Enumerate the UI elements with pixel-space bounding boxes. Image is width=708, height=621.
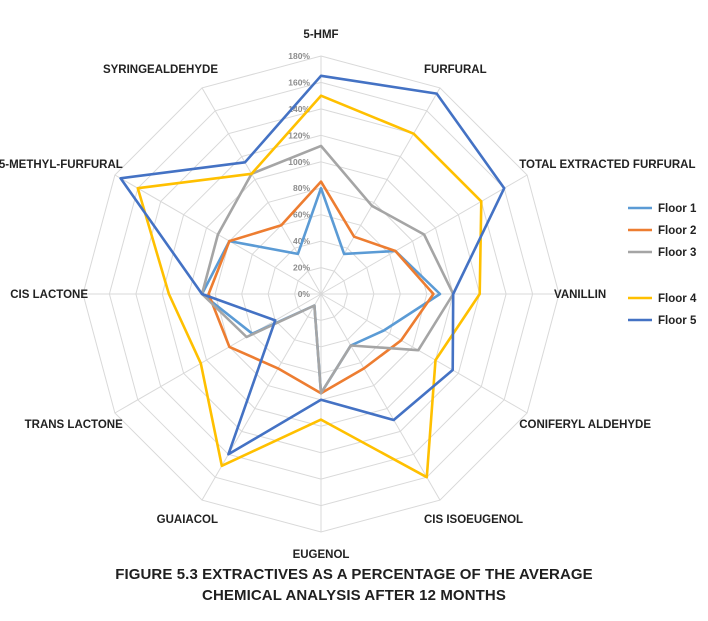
figure-caption-line-2: CHEMICAL ANALYSIS AFTER 12 MONTHS <box>202 587 506 604</box>
category-label: FURFURAL <box>424 64 487 76</box>
category-label: SYRINGEALDEHYDE <box>103 64 218 76</box>
tick-label: 160% <box>288 77 310 87</box>
grid-spoke <box>201 87 322 295</box>
legend: Floor 1 Floor 2 Floor 3 Floor 4 Floor 5 <box>628 203 697 327</box>
series-lines <box>119 74 506 479</box>
tick-label: 60% <box>293 210 310 220</box>
tick-label: 80% <box>293 183 310 193</box>
tick-label: 100% <box>288 157 310 167</box>
series-line-floor-5 <box>119 74 506 456</box>
tick-label: 20% <box>293 263 310 273</box>
radar-grid <box>82 55 560 533</box>
category-label: 5-HMF <box>303 29 338 41</box>
legend-label: Floor 2 <box>658 225 696 237</box>
grid-spoke <box>320 293 441 501</box>
legend-label: Floor 4 <box>658 293 697 305</box>
tick-label: 0% <box>298 289 311 299</box>
series-line-floor-3 <box>200 144 455 395</box>
category-label: EUGENOL <box>293 549 350 561</box>
grid-spoke <box>320 87 441 295</box>
legend-label: Floor 3 <box>658 247 696 259</box>
tick-label: 120% <box>288 130 310 140</box>
category-label: CIS ISOEUGENOL <box>424 514 523 526</box>
tick-label: 140% <box>288 104 310 114</box>
category-label: VANILLIN <box>554 289 606 301</box>
grid-spoke <box>320 293 528 414</box>
grid-spoke <box>114 293 322 414</box>
category-label: TRANS LACTONE <box>25 419 124 431</box>
category-labels: 5-HMF FURFURAL TOTAL EXTRACTED FURFURAL VAN… <box>0 29 696 561</box>
category-label: CIS LACTONE <box>10 289 88 301</box>
category-label: 5-METHYL-FURFURAL <box>0 159 123 171</box>
tick-label: 180% <box>288 51 310 61</box>
legend-label: Floor 1 <box>658 203 697 215</box>
category-label: TOTAL EXTRACTED FURFURAL <box>519 159 695 171</box>
category-label: CONIFERYL ALDEHYDE <box>519 419 651 431</box>
series-line-floor-4 <box>136 94 483 479</box>
figure-caption-line-1: FIGURE 5.3 EXTRACTIVES AS A PERCENTAGE O… <box>115 566 593 583</box>
legend-label: Floor 5 <box>658 315 697 327</box>
category-label: GUAIACOL <box>157 514 218 526</box>
